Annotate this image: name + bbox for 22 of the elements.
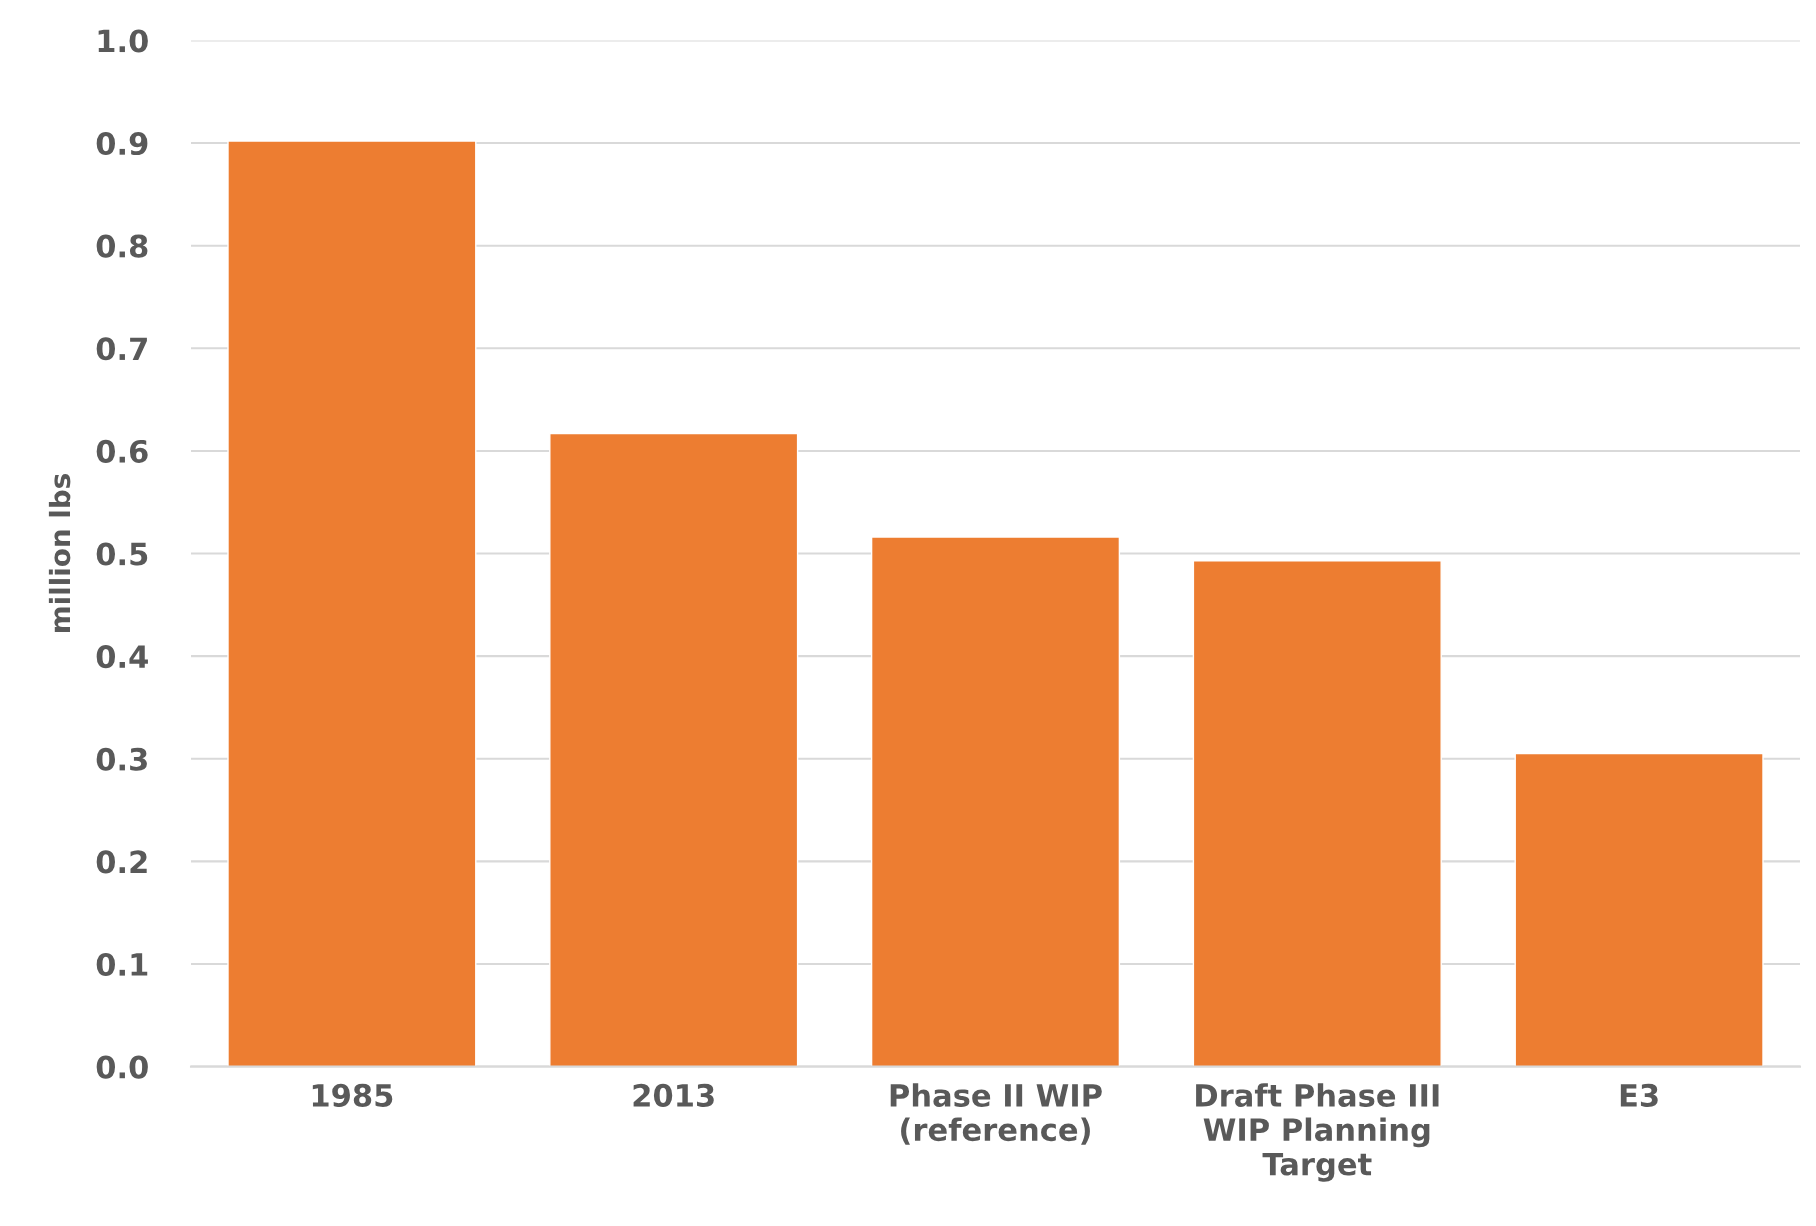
y-tick-label: 0.0: [96, 1055, 148, 1079]
y-axis-title: million lbs: [48, 474, 71, 632]
x-tick-label: E3: [1620, 1083, 1658, 1107]
y-tick-label: 0.6: [96, 439, 148, 463]
x-tick-label: 2013: [633, 1083, 714, 1107]
x-tick-label: Phase II WIP (reference): [890, 1083, 1102, 1145]
bar: [1514, 752, 1764, 1067]
x-tick-label: 1985: [312, 1083, 393, 1107]
y-tick-label: 0.5: [96, 542, 148, 566]
bar: [227, 140, 477, 1067]
y-tick-label: 0.4: [96, 645, 148, 669]
y-tick-label: 1.0: [98, 29, 148, 53]
y-tick-label: 0.9: [96, 132, 148, 156]
y-tick-label: 0.1: [96, 952, 148, 977]
y-tick-label: 0.7: [96, 337, 147, 361]
bar: [1192, 560, 1442, 1067]
y-tick-label: 0.3: [96, 747, 147, 771]
y-tick-label: 0.2: [96, 850, 147, 874]
bar: [870, 536, 1121, 1067]
x-tick-label: Draft Phase III WIP Planning Target: [1196, 1083, 1439, 1182]
y-tick-label: 0.8: [96, 234, 148, 258]
bar: [549, 432, 799, 1067]
